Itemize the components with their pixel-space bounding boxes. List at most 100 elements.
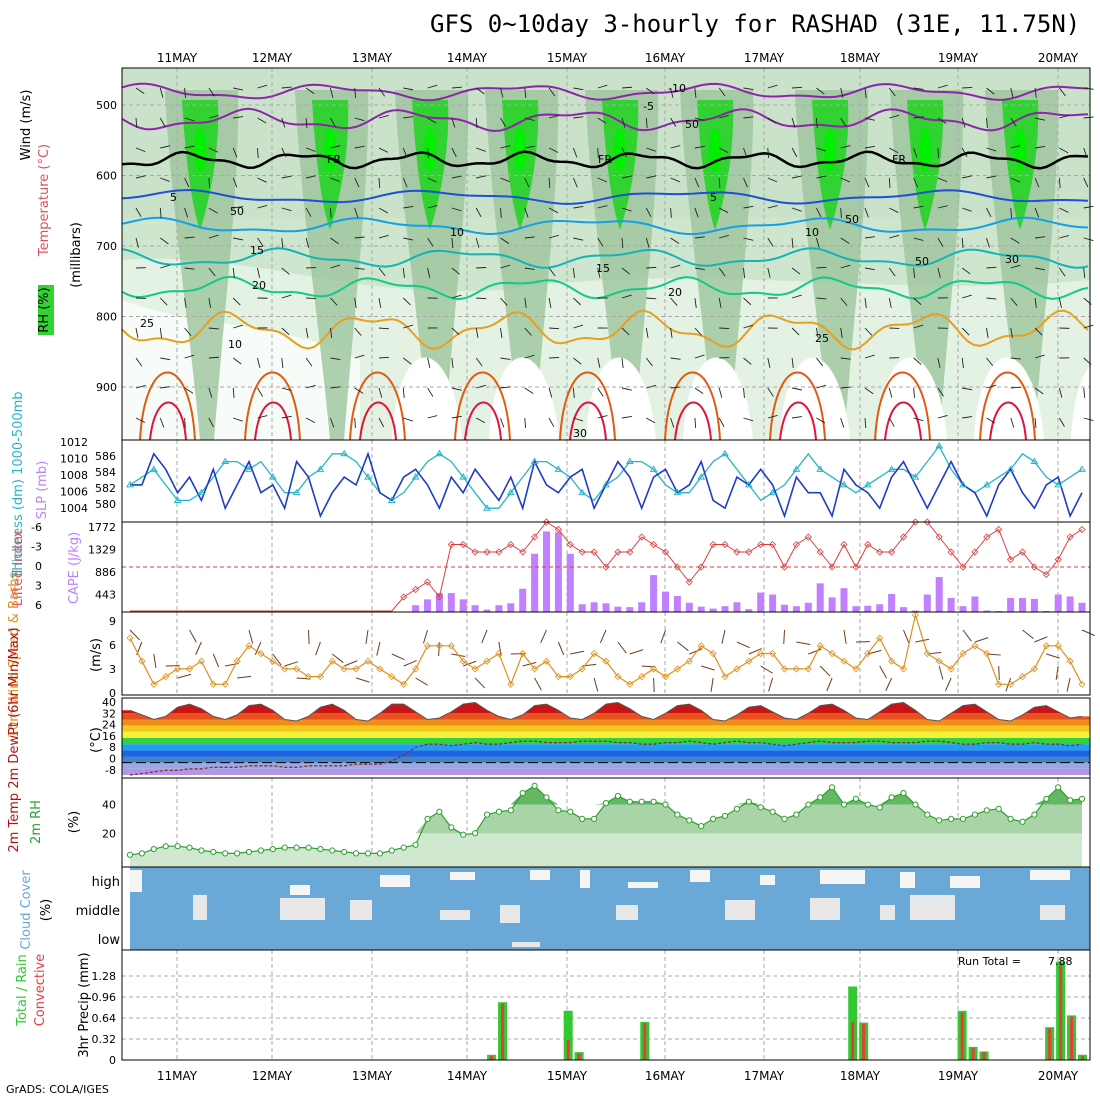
thickness-point-48	[697, 473, 706, 480]
wind-point-29	[471, 665, 479, 673]
li-point-50	[721, 540, 729, 549]
upper-barb-15-5	[500, 237, 510, 244]
rh-point-79	[1067, 797, 1074, 804]
rh-point-72	[983, 807, 990, 814]
rh-point-8	[222, 850, 229, 857]
contour-label-18: 50	[845, 213, 859, 226]
wind-point-67	[923, 649, 931, 658]
upper-barb-21-11	[646, 417, 656, 424]
li-point-60	[840, 540, 848, 549]
upper-barb-15-0	[500, 87, 504, 98]
temp-tick-16: 16	[102, 730, 116, 743]
upper-barb-8-2	[330, 145, 341, 149]
isotherm-30-lobe-6	[769, 371, 826, 441]
upper-barb-38-0	[1059, 87, 1066, 97]
upper-barb-30-1	[864, 117, 875, 121]
wind-barb-54	[768, 677, 774, 692]
upper-barb-32-8	[913, 324, 924, 329]
wind-barb-59	[826, 677, 833, 692]
wind-point-31	[495, 649, 503, 658]
thickness-point-46	[673, 488, 682, 496]
isotherm-hot-lobe-1	[254, 401, 292, 441]
wind-barb-39	[593, 677, 599, 692]
upper-barb-28-3	[816, 175, 827, 179]
wind-barb-12	[272, 653, 282, 666]
cape-bar-54	[769, 594, 777, 612]
thickness-point-56	[792, 465, 801, 472]
upper-barb-22-8	[670, 327, 673, 338]
temp-tick-8: 8	[109, 741, 116, 754]
wind-barb-7	[212, 653, 220, 668]
upper-barb-3-11	[208, 417, 214, 428]
upper-barb-32-0	[913, 87, 924, 90]
wind-point-41	[614, 673, 622, 681]
upper-barb-17-5	[548, 234, 559, 239]
upper-barb-13-6	[451, 267, 460, 275]
upper-barb-37-2	[1035, 145, 1046, 149]
wind-barb-21	[376, 641, 381, 656]
upper-barb-30-0	[864, 87, 867, 98]
wind-point-52	[745, 657, 753, 665]
cape-bar-59	[828, 597, 836, 612]
upper-barb-5-4	[257, 205, 268, 209]
thickness-point-62	[863, 480, 872, 488]
wind-barb-25	[423, 629, 428, 644]
wind-point-11	[257, 649, 265, 658]
upper-barb-27-3	[792, 175, 802, 179]
isotherm-30-lobe-1	[244, 371, 301, 441]
upper-barb-23-11	[694, 417, 697, 429]
date-top-11MAY: 11MAY	[157, 51, 198, 65]
upper-barb-7-5	[305, 237, 310, 248]
wind-barb-66	[915, 638, 930, 643]
wind-point-65	[899, 665, 908, 673]
wind-point-58	[816, 642, 824, 650]
wind-point-42	[626, 680, 634, 688]
contour-label-19: 50	[915, 255, 929, 268]
upper-barb-35-3	[986, 175, 997, 179]
upper-barb-21-6	[646, 266, 657, 269]
rh-point-62	[864, 801, 871, 808]
upper-barb-28-2	[816, 147, 827, 152]
upper-barb-12-4	[427, 205, 438, 209]
isotherm-30-lobe-2	[349, 371, 406, 441]
temp-tick-24: 24	[102, 719, 116, 732]
thickness-point-18	[340, 449, 349, 457]
upper-barb-19-10	[597, 387, 604, 397]
cape-bar-29	[471, 605, 479, 612]
li-point-28	[459, 540, 467, 549]
upper-barb-20-7	[621, 294, 632, 299]
upper-barb-23-10	[694, 387, 704, 395]
cape-bar-65	[900, 607, 907, 612]
upper-barb-9-8	[354, 327, 362, 336]
upper-barb-34-3	[962, 175, 973, 179]
upper-barb-0-9	[135, 357, 143, 367]
upper-barb-2-1	[184, 117, 195, 122]
upper-barb-35-4	[986, 207, 992, 218]
thickness-point-76	[1030, 457, 1039, 465]
upper-barb-23-1	[694, 117, 705, 121]
upper-barb-12-10	[427, 387, 434, 397]
precip-tick-2: 0.64	[92, 1012, 117, 1025]
cape-bar-78	[1054, 594, 1062, 612]
rh-plume-9-max	[1014, 128, 1026, 172]
thickness-point-78	[1054, 480, 1063, 488]
upper-barb-7-4	[305, 207, 312, 217]
upper-barb-39-8	[1083, 324, 1094, 329]
cape-bar-46	[673, 595, 681, 612]
cloud-gap-18	[616, 905, 638, 920]
wind-point-62	[864, 649, 872, 658]
li-point-37	[566, 540, 574, 549]
upper-barb-14-11	[475, 417, 486, 424]
upper-barb-13-5	[451, 237, 454, 248]
upper-barb-24-3	[718, 177, 721, 189]
upper-barb-14-1	[475, 117, 478, 129]
upper-barb-16-2	[524, 145, 535, 149]
thickness-line	[129, 444, 1083, 509]
upper-barb-2-9	[184, 354, 195, 359]
li-point-39	[590, 548, 598, 556]
upper-barb-24-2	[718, 147, 729, 154]
precip-panel-frame	[121, 949, 1091, 1061]
cape-bar-38	[578, 604, 586, 612]
rh-point-53	[757, 804, 764, 811]
cape-bar-75	[1019, 597, 1026, 612]
